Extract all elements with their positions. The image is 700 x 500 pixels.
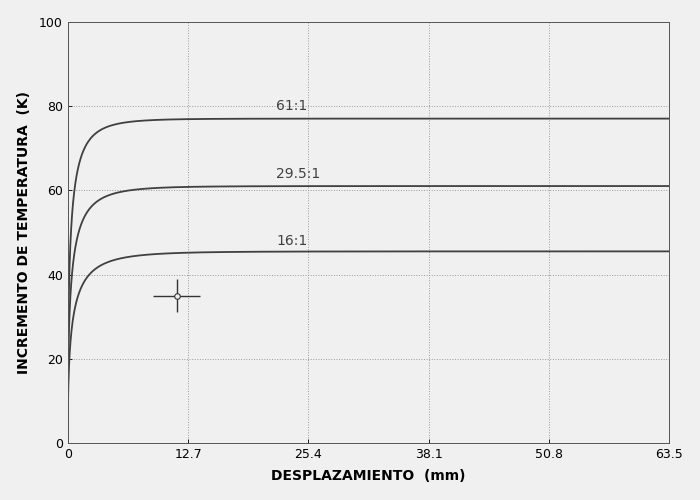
X-axis label: DESPLAZAMIENTO  (mm): DESPLAZAMIENTO (mm): [272, 470, 466, 484]
Text: 61:1: 61:1: [276, 99, 307, 113]
Text: 29.5:1: 29.5:1: [276, 166, 321, 180]
Y-axis label: INCREMENTO DE TEMPERATURA  (K): INCREMENTO DE TEMPERATURA (K): [17, 91, 31, 374]
Text: 16:1: 16:1: [276, 234, 307, 248]
